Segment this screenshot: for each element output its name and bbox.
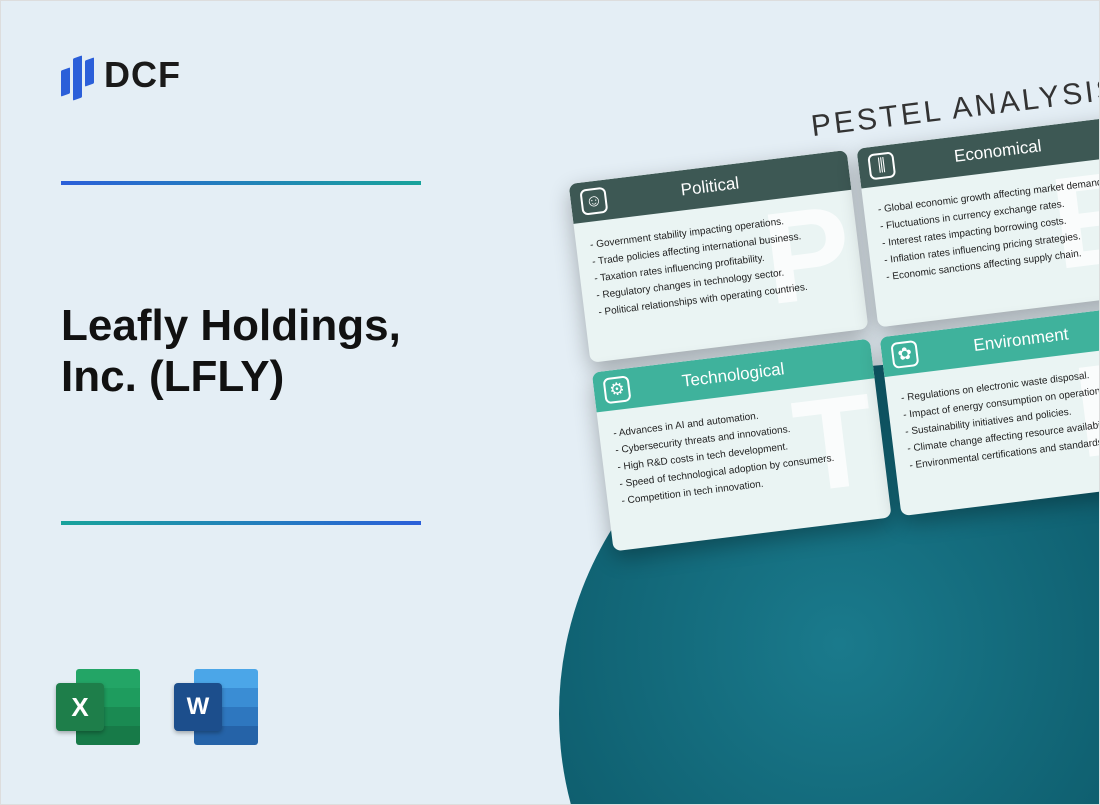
excel-letter: X	[56, 683, 104, 731]
divider-bottom	[61, 521, 421, 525]
user-icon: ☺	[579, 187, 608, 216]
card-title: Political	[680, 173, 741, 200]
card-economical: ⫼ Economical E - Global economic growth …	[856, 115, 1100, 328]
leaf-icon: ✿	[890, 340, 919, 369]
card-political: ☺ Political P - Government stability imp…	[569, 150, 869, 363]
card-title: Economical	[953, 136, 1043, 167]
card-title: Technological	[681, 359, 786, 391]
logo: DCF	[61, 51, 181, 99]
app-icons: X W	[56, 665, 262, 749]
slide-canvas: DCF Leafly Holdings, Inc. (LFLY) X W PES…	[0, 0, 1100, 805]
logo-text: DCF	[104, 54, 181, 96]
bars-icon: ⫼	[867, 151, 896, 180]
pestel-grid: ☺ Political P - Government stability imp…	[569, 115, 1100, 552]
card-title: Environment	[972, 324, 1069, 355]
excel-icon: X	[56, 665, 144, 749]
word-letter: W	[174, 683, 222, 731]
page-title: Leafly Holdings, Inc. (LFLY)	[61, 301, 481, 402]
logo-bars-icon	[61, 51, 94, 99]
divider-top	[61, 181, 421, 185]
pestel-block: PESTEL ANALYSIS ☺ Political P - Governme…	[563, 71, 1100, 551]
card-technological: ⚙ Technological T - Advances in AI and a…	[592, 339, 892, 552]
card-environment: ✿ Environment E - Regulations on electro…	[880, 303, 1100, 516]
word-icon: W	[174, 665, 262, 749]
gear-icon: ⚙	[603, 375, 632, 404]
